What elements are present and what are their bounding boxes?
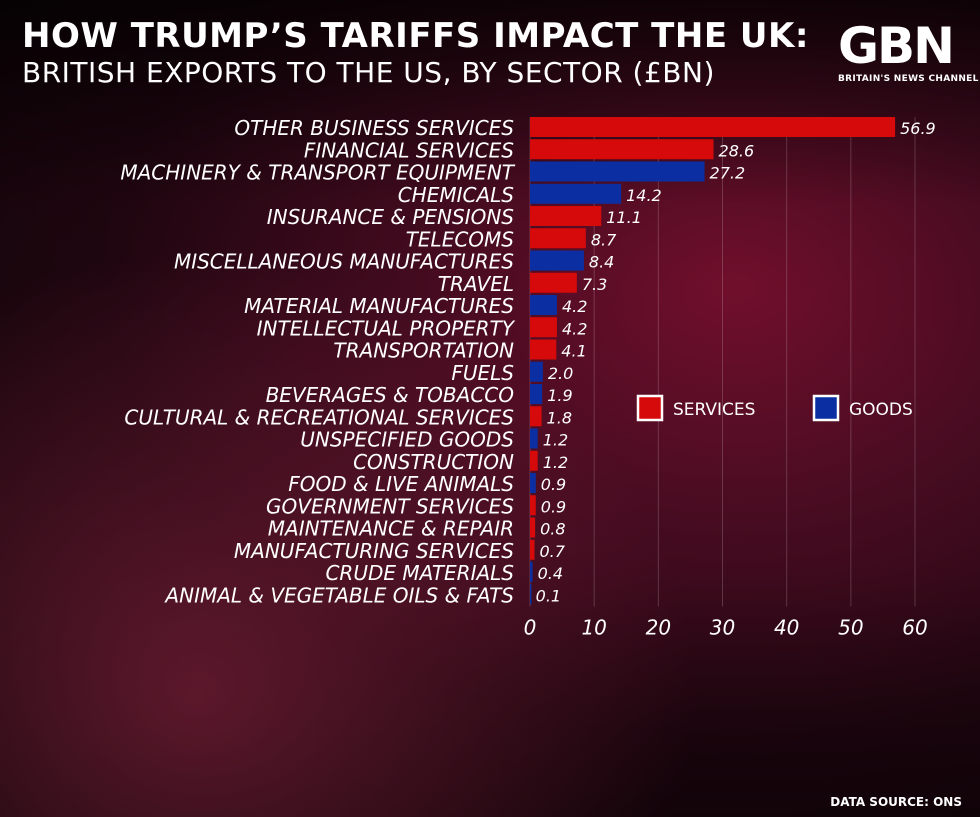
value-label: 0.9 [541, 497, 566, 516]
bar [530, 139, 714, 160]
bar [530, 406, 542, 427]
bar [530, 473, 536, 493]
value-label: 1.9 [547, 386, 572, 405]
legend-swatch [812, 394, 840, 422]
category-label: CHEMICALS [398, 183, 515, 207]
x-tick-label: 60 [902, 616, 927, 640]
logo-tagline: BRITAIN'S NEWS CHANNEL [838, 74, 979, 84]
bar [530, 495, 536, 516]
chart-subtitle: BRITISH EXPORTS TO THE US, BY SECTOR (£B… [22, 56, 715, 89]
legend-swatch [636, 394, 664, 422]
category-label: MACHINERY & TRANSPORT EQUIPMENT [120, 161, 515, 185]
category-label: MISCELLANEOUS MANUFACTURES [174, 250, 514, 274]
x-tick-label: 40 [774, 616, 799, 640]
value-label: 1.8 [547, 408, 572, 427]
value-label: 27.2 [710, 164, 746, 183]
legend-label: GOODS [849, 400, 913, 420]
value-label: 8.7 [591, 230, 617, 249]
legend-label: SERVICES [673, 400, 755, 420]
bar [530, 206, 602, 226]
bar [530, 250, 584, 271]
bar [530, 539, 535, 560]
value-label: 0.4 [538, 564, 563, 583]
chart-title: HOW TRUMP’S TARIFFS IMPACT THE UK: [22, 16, 809, 56]
value-label: 8.4 [589, 253, 614, 272]
category-label: BEVERAGES & TOBACCO [266, 383, 514, 407]
category-label: INSURANCE & PENSIONS [267, 205, 515, 229]
bar [530, 384, 543, 404]
value-label: 0.9 [541, 475, 566, 494]
category-label: TRANSPORTATION [333, 339, 514, 363]
category-label: MANUFACTURING SERVICES [234, 539, 514, 563]
value-label: 4.2 [562, 319, 587, 338]
value-label: 0.1 [536, 586, 561, 605]
category-label: TELECOMS [406, 227, 515, 251]
category-label: OTHER BUSINESS SERVICES [234, 116, 514, 140]
category-label: GOVERNMENT SERVICES [266, 494, 514, 518]
category-label: INTELLECTUAL PROPERTY [257, 316, 516, 340]
category-label: CRUDE MATERIALS [325, 561, 514, 585]
bar [530, 584, 532, 605]
value-label: 2.0 [548, 364, 573, 383]
value-label: 28.6 [719, 141, 755, 160]
value-label: 56.9 [900, 119, 936, 138]
category-label: ANIMAL & VEGETABLE OILS & FATS [163, 583, 514, 607]
bar [530, 517, 536, 538]
bar [530, 317, 557, 338]
category-label: FOOD & LIVE ANIMALS [288, 472, 514, 496]
value-label: 11.1 [606, 208, 642, 227]
value-label: 14.2 [626, 186, 662, 205]
category-label: CONSTRUCTION [353, 450, 514, 474]
bar [530, 339, 557, 360]
data-source: DATA SOURCE: ONS [830, 795, 962, 809]
bar [530, 228, 586, 249]
gbnews-logo: GBN BRITAIN'S NEWS CHANNEL [838, 17, 979, 84]
value-label: 1.2 [543, 453, 568, 472]
x-tick-label: 10 [581, 616, 606, 640]
bar [530, 183, 622, 204]
category-label: FUELS [451, 361, 514, 385]
value-label: 4.1 [561, 342, 586, 361]
bar [530, 428, 538, 449]
bar [530, 272, 577, 293]
value-label: 4.2 [562, 297, 587, 316]
category-label: UNSPECIFIED GOODS [300, 428, 514, 452]
value-label: 0.7 [539, 542, 565, 561]
category-label: FINANCIAL SERVICES [304, 138, 514, 162]
category-label: CULTURAL & RECREATIONAL SERVICES [124, 405, 514, 429]
x-tick-label: 0 [524, 616, 537, 640]
bar [530, 361, 543, 382]
category-label: TRAVEL [438, 272, 514, 296]
bar [530, 161, 705, 182]
logo-text: GBN [838, 17, 955, 75]
bar [530, 450, 538, 471]
bar [530, 295, 557, 315]
category-label: MATERIAL MANUFACTURES [244, 294, 514, 318]
value-label: 7.3 [582, 275, 607, 294]
x-tick-label: 50 [838, 616, 863, 640]
bar [530, 562, 533, 582]
x-tick-label: 30 [710, 616, 735, 640]
category-label: MAINTENANCE & REPAIR [268, 517, 514, 541]
bar [530, 117, 896, 137]
value-label: 0.8 [540, 520, 565, 539]
x-tick-label: 20 [646, 616, 671, 640]
value-label: 1.2 [543, 431, 568, 450]
